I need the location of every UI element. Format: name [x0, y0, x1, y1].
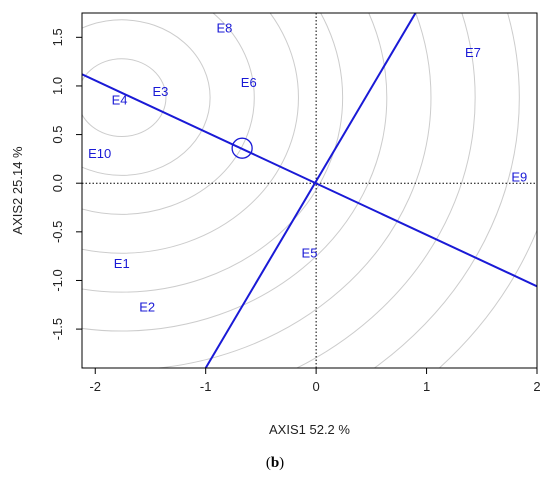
figure-caption: (b)	[0, 455, 550, 472]
caption-open-paren: (	[265, 455, 271, 471]
point-label-e5: E5	[302, 245, 318, 260]
concentric-circle-2	[82, 19, 211, 176]
y-axis-title: AXIS2 25.14 %	[10, 146, 25, 235]
y-tick-label: 1.0	[50, 77, 65, 95]
point-label-e9: E9	[511, 169, 527, 184]
reference-lines	[82, 13, 537, 368]
y-axis-ticks: -1.5 -1.0 -0.5 0.0 0.5 1.0 1.5	[50, 28, 82, 340]
point-labels: E1 E2 E3 E4 E5 E6 E7 E8 E9 E10	[88, 21, 527, 315]
biplot-line-2	[204, 13, 417, 368]
plot-frame	[81, 12, 538, 369]
point-label-e8: E8	[217, 21, 233, 36]
concentric-circle-5	[82, 13, 344, 293]
y-tick-label: 0.5	[50, 126, 65, 144]
x-tick-label: 2	[533, 379, 540, 394]
y-tick-label: 0.0	[50, 174, 65, 192]
ideal-point-group	[231, 137, 253, 159]
caption-letter: b	[270, 455, 280, 471]
concentric-circle-9	[373, 13, 520, 368]
ideal-point-circle	[231, 137, 253, 159]
x-axis-title: AXIS1 52.2 %	[269, 422, 350, 437]
concentric-circle-1	[82, 58, 167, 138]
concentric-circle-4	[82, 13, 299, 254]
y-tick-label: -1.0	[50, 269, 65, 291]
point-label-e6: E6	[241, 75, 257, 90]
x-tick-label: 0	[313, 379, 320, 394]
point-label-e10: E10	[88, 146, 111, 161]
x-tick-label: -2	[89, 379, 101, 394]
point-label-e1: E1	[114, 256, 130, 271]
point-label-e2: E2	[139, 300, 155, 315]
biplot-line-1	[82, 73, 537, 288]
x-tick-label: -1	[200, 379, 212, 394]
concentric-circle-6	[82, 13, 388, 332]
y-tick-label: 1.5	[50, 28, 65, 46]
biplot-lines	[82, 13, 537, 368]
x-tick-label: 1	[423, 379, 430, 394]
y-tick-label: -0.5	[50, 221, 65, 243]
y-tick-label: -1.5	[50, 318, 65, 340]
concentric-circle-3	[82, 13, 255, 215]
caption-close-paren: )	[279, 455, 285, 471]
concentric-circle-7	[82, 13, 432, 368]
concentric-circle-8	[295, 13, 476, 368]
x-axis-ticks: -2 -1 0 1 2	[89, 368, 541, 394]
point-label-e7: E7	[465, 45, 481, 60]
point-label-e3: E3	[152, 84, 168, 99]
point-label-e4: E4	[112, 93, 128, 108]
